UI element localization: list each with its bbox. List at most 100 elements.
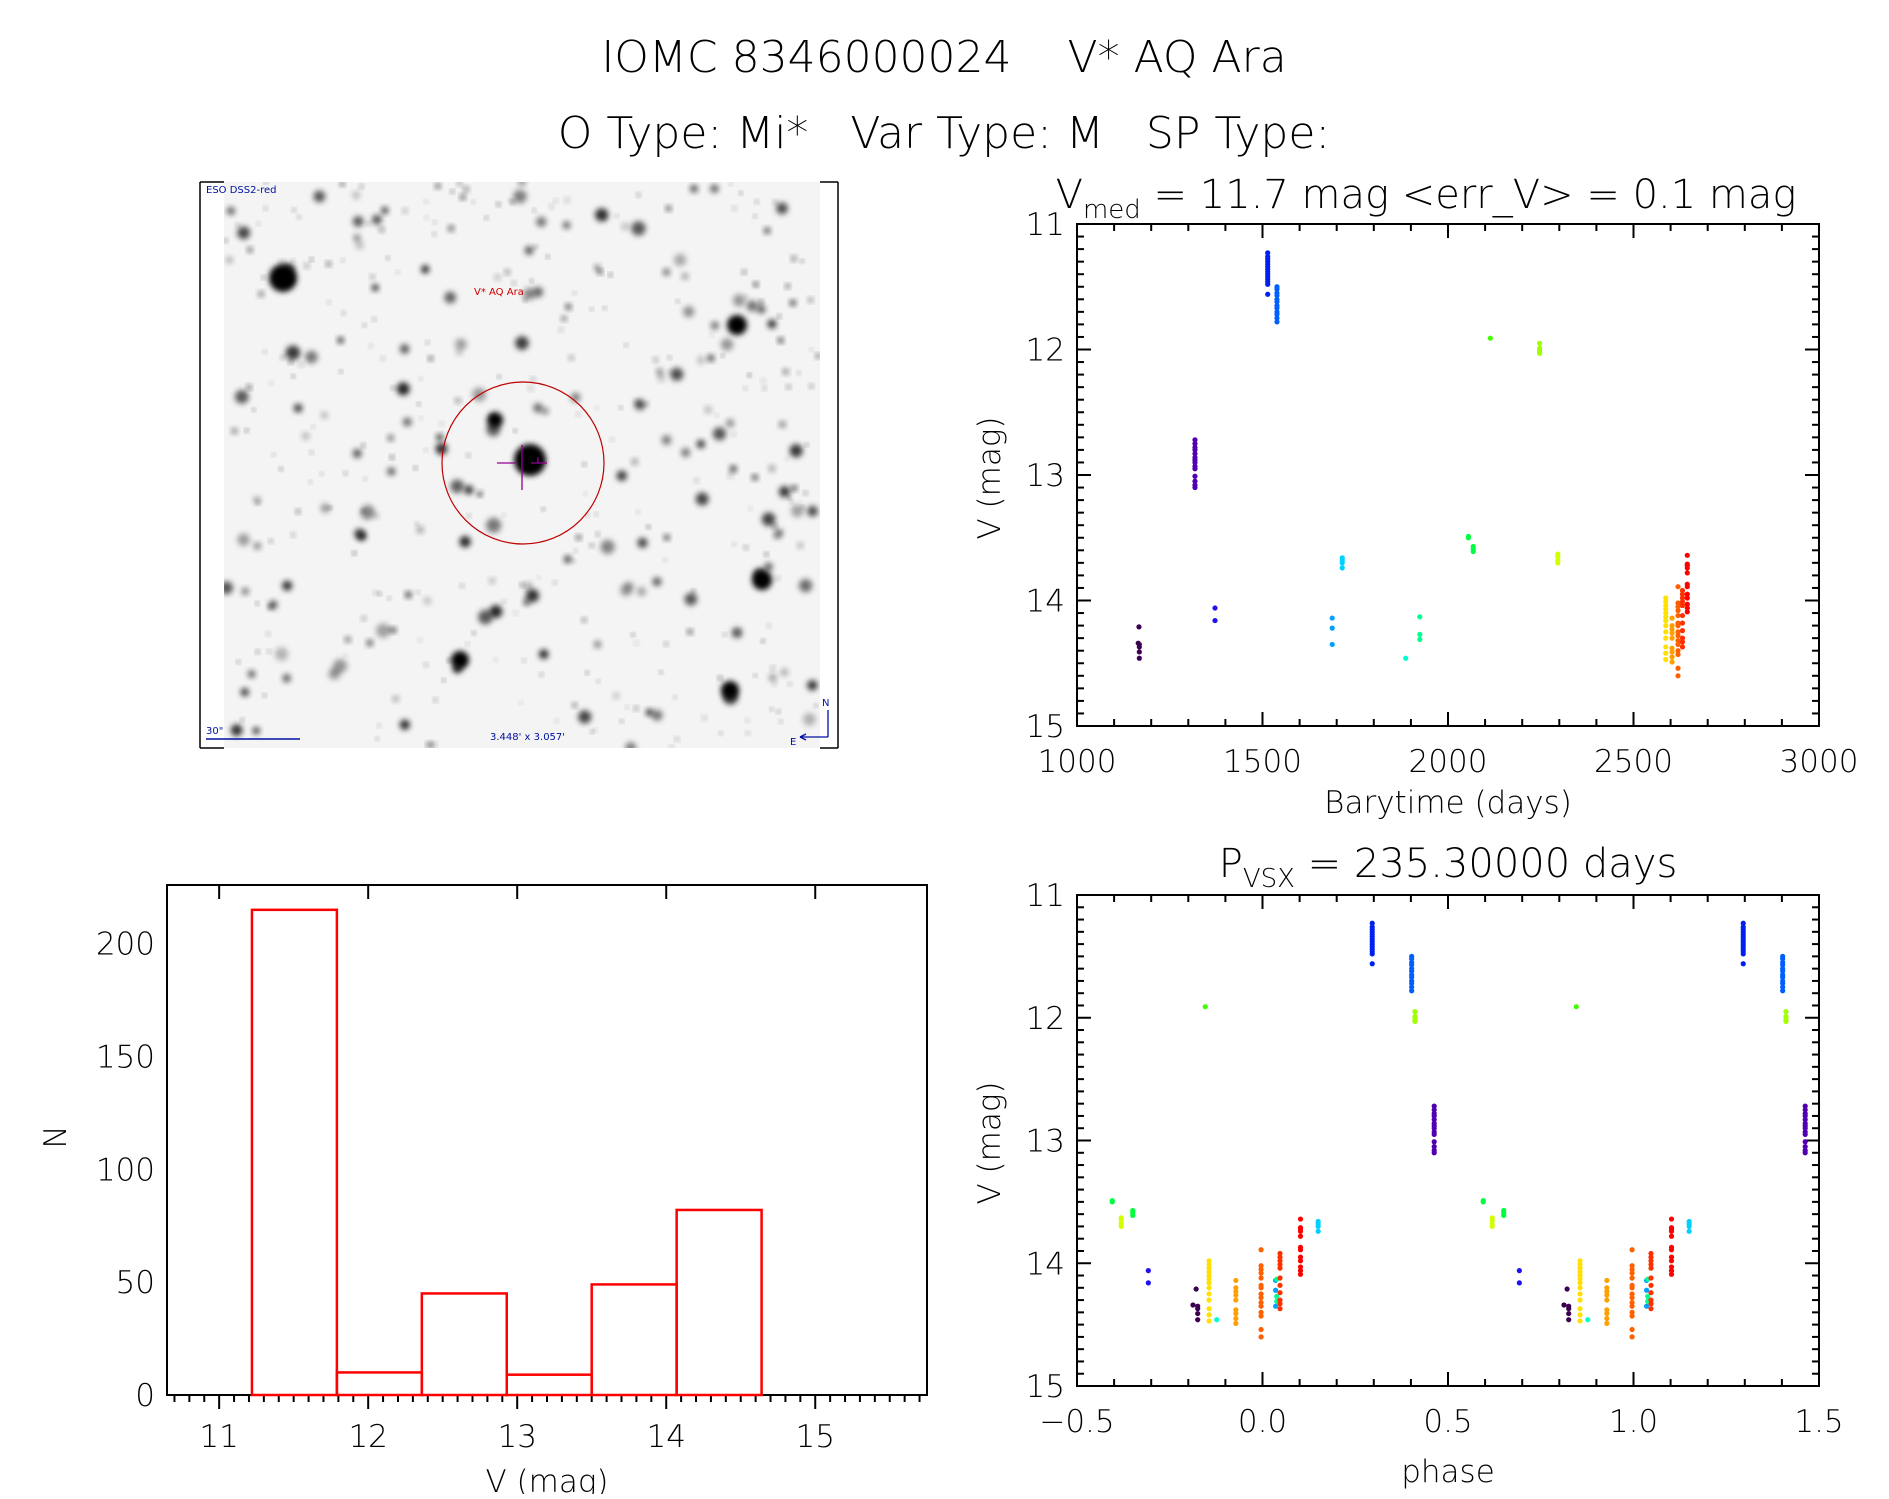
- phase-point: [1604, 1320, 1610, 1326]
- star: [786, 384, 791, 389]
- star: [669, 745, 674, 748]
- star: [538, 649, 549, 660]
- phase-point: [1577, 1265, 1583, 1271]
- star: [563, 555, 572, 564]
- phase-point: [1629, 1275, 1635, 1281]
- star: [360, 505, 375, 520]
- star: [633, 706, 639, 711]
- star: [555, 719, 559, 723]
- star: [761, 378, 766, 383]
- star: [296, 509, 301, 514]
- data-point: [1265, 281, 1271, 287]
- east-label: E: [790, 737, 796, 748]
- star: [779, 720, 783, 724]
- histogram-ylabel: N: [38, 1125, 74, 1148]
- phase-point: [1668, 1264, 1675, 1270]
- star: [428, 356, 434, 361]
- star: [772, 682, 776, 687]
- star: [532, 286, 544, 298]
- star: [231, 427, 238, 435]
- data-point: [1675, 648, 1681, 654]
- star: [582, 462, 587, 467]
- y-tick-label: 11: [1026, 207, 1065, 243]
- phase-point: [1629, 1247, 1635, 1253]
- star: [807, 680, 818, 691]
- plot-frame: [1076, 223, 1820, 727]
- star: [415, 522, 419, 526]
- star: [613, 692, 620, 699]
- star: [744, 294, 748, 298]
- star: [424, 662, 428, 667]
- star: [366, 221, 370, 226]
- star: [586, 513, 590, 517]
- phase-point: [1629, 1291, 1635, 1297]
- phase-point: [1431, 1131, 1437, 1137]
- data-point: [1417, 631, 1423, 637]
- star: [489, 577, 495, 584]
- star: [684, 592, 698, 606]
- phase-point: [1577, 1318, 1583, 1324]
- star: [282, 674, 291, 683]
- star: [541, 507, 545, 511]
- star: [772, 524, 778, 529]
- star: [373, 590, 378, 595]
- star: [775, 576, 780, 581]
- phase-point: [1297, 1264, 1304, 1270]
- histogram-bar: [505, 1373, 593, 1397]
- data-point: [1329, 615, 1335, 621]
- star: [418, 638, 422, 642]
- star: [681, 272, 689, 280]
- star: [355, 241, 364, 250]
- star: [518, 182, 526, 186]
- star: [472, 631, 476, 635]
- star: [494, 658, 498, 662]
- star: [320, 503, 330, 513]
- star: [578, 710, 592, 724]
- data-point: [1684, 584, 1690, 590]
- phase-point: [1577, 1291, 1583, 1297]
- plot-frame: [1076, 894, 1820, 1387]
- star: [541, 407, 549, 415]
- phase-point: [1802, 1139, 1808, 1145]
- star: [253, 496, 261, 504]
- phase-point: [1648, 1254, 1654, 1260]
- data-point: [1339, 565, 1345, 571]
- star: [782, 368, 789, 375]
- star: [690, 184, 698, 193]
- star: [426, 742, 433, 748]
- star: [361, 616, 367, 621]
- phase-point: [1206, 1312, 1212, 1318]
- phase-point: [1233, 1297, 1239, 1303]
- data-point: [1669, 635, 1675, 641]
- data-point: [1339, 560, 1345, 566]
- star: [387, 467, 396, 476]
- y-tick-label: 15: [1026, 709, 1065, 745]
- phase-point: [1206, 1258, 1212, 1264]
- y-tick-label: 14: [1026, 584, 1065, 620]
- phase-point: [1258, 1299, 1264, 1306]
- star: [471, 200, 475, 204]
- data-point: [1212, 605, 1218, 611]
- star: [753, 674, 757, 678]
- phase-point: [1297, 1216, 1304, 1222]
- data-point: [1487, 335, 1493, 341]
- phase-point: [1604, 1315, 1610, 1322]
- phase-point: [1648, 1301, 1654, 1307]
- star: [512, 281, 516, 285]
- phase-point: [1277, 1306, 1283, 1312]
- star: [390, 627, 397, 633]
- data-point: [1265, 250, 1271, 256]
- star: [789, 444, 803, 458]
- star: [456, 349, 462, 356]
- phase-title: PVSX = 235.30000 days: [1219, 841, 1678, 894]
- x-tick-label: 2000: [1409, 744, 1488, 780]
- star: [253, 542, 262, 550]
- phase-point: [1780, 968, 1786, 974]
- phase-point: [1233, 1315, 1239, 1322]
- star: [537, 576, 541, 580]
- crosshair-icon: [497, 445, 547, 490]
- star: [603, 306, 607, 310]
- star: [615, 214, 619, 218]
- phase-point: [1190, 1302, 1196, 1308]
- phase-point: [1297, 1254, 1304, 1260]
